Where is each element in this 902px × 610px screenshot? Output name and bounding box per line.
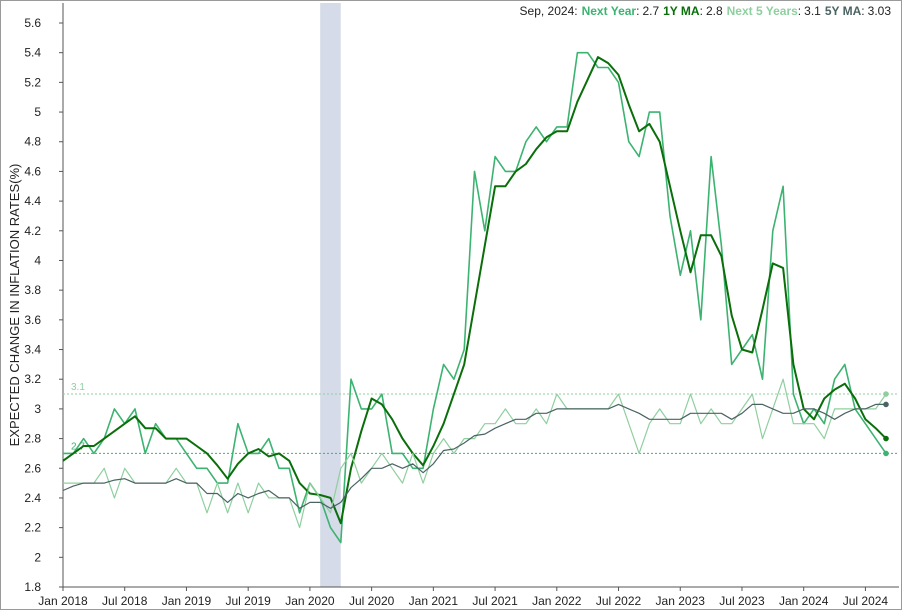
x-tick-label: Jan 2019: [162, 594, 212, 608]
legend-value: 3.1: [804, 4, 821, 18]
separator: :: [699, 4, 703, 18]
last-point: [883, 391, 889, 397]
y-tick-label: 1.8: [24, 580, 41, 594]
separator: :: [861, 4, 865, 18]
series-line: [63, 378, 887, 529]
x-tick-label: Jan 2020: [285, 594, 335, 608]
y-tick-label: 3.4: [24, 343, 41, 357]
y-tick-label: 4.6: [24, 164, 41, 178]
y-tick-label: 3.6: [24, 313, 41, 327]
y-tick-label: 5: [34, 105, 41, 119]
y-tick-label: 4.4: [24, 194, 41, 208]
legend-value: 3.03: [867, 4, 891, 18]
separator: :: [797, 4, 802, 18]
y-tick-label: 4.2: [24, 224, 41, 238]
y-tick-label: 2.4: [24, 491, 41, 505]
legend-value: 2.7: [642, 4, 660, 18]
y-axis-title: EXPECTED CHANGE IN INFLATION RATES(%): [7, 164, 22, 447]
header-date: Sep, 2024: [519, 4, 575, 18]
x-tick-label: Jul 2019: [225, 594, 271, 608]
y-tick-label: 4: [34, 253, 41, 267]
legend-name: Next Year: [581, 4, 637, 18]
y-tick-label: 2.6: [24, 461, 41, 475]
x-tick-label: Jul 2024: [843, 594, 889, 608]
y-tick-label: 5.4: [24, 46, 41, 60]
x-tick-label: Jul 2023: [719, 594, 765, 608]
y-tick-label: 5.2: [24, 75, 41, 89]
x-tick-label: Jul 2021: [472, 594, 518, 608]
y-tick-label: 4.8: [24, 135, 41, 149]
x-tick-label: Jul 2022: [596, 594, 642, 608]
last-point: [883, 435, 889, 442]
last-point: [883, 401, 889, 408]
legend-name: Next 5 Years: [726, 4, 798, 18]
shade-band: [320, 3, 341, 587]
x-tick-label: Jan 2023: [656, 594, 706, 608]
series-line: [63, 51, 887, 544]
x-tick-label: Jul 2020: [349, 594, 395, 608]
x-tick-label: Jan 2021: [409, 594, 459, 608]
y-tick-label: 3.8: [24, 283, 41, 297]
x-tick-label: Jan 2022: [532, 594, 582, 608]
reference-label: 3.1: [71, 382, 85, 393]
y-tick-label: 3: [34, 402, 41, 416]
y-tick-label: 2: [34, 550, 41, 564]
separator: :: [574, 4, 578, 18]
x-tick-label: Jul 2018: [102, 594, 148, 608]
y-tick-label: 2.8: [24, 432, 41, 446]
series-line: [62, 56, 887, 525]
legend-name: 1Y MA: [663, 4, 700, 18]
y-tick-label: 3.2: [24, 372, 41, 386]
header: Sep, 2024: Next Year: 2.7 1Y MA: 2.8 Next 5 Y…: [520, 4, 891, 18]
x-tick-label: Jan 2024: [779, 594, 829, 608]
separator: :: [636, 4, 640, 18]
y-tick-label: 2.2: [24, 521, 41, 535]
y-tick-label: 5.6: [24, 16, 41, 30]
series-line: [62, 403, 886, 509]
x-tick-label: Jan 2018: [38, 594, 88, 608]
last-point: [883, 450, 889, 457]
legend-name: 5Y MA: [824, 4, 862, 18]
legend-value: 2.8: [705, 4, 723, 18]
